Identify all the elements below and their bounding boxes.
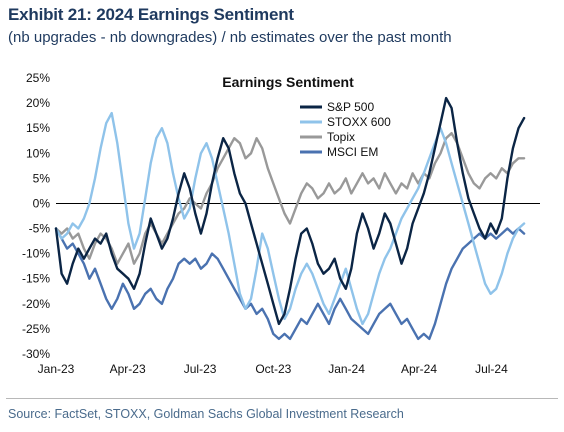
- y-tick-label: -20%: [22, 297, 50, 311]
- earnings-sentiment-chart: -30%-25%-20%-15%-10%-5%0%5%10%15%20%25% …: [22, 71, 540, 376]
- y-tick-label: 10%: [26, 146, 50, 160]
- y-tick-label: 20%: [26, 96, 50, 110]
- x-tick-label: Apr-23: [110, 362, 146, 376]
- x-tick-label: Jul-24: [475, 362, 508, 376]
- y-axis-ticks: -30% -25% -20% -15% -10% -5% 0% 5% 10% 15% 20% 25%: [22, 71, 50, 361]
- y-tick-label: -25%: [22, 322, 50, 336]
- x-tick-label: Jul-23: [184, 362, 217, 376]
- y-tick-label: -30%: [22, 347, 50, 361]
- x-axis-ticks: Jan-23 Apr-23 Jul-23 Oct-23 Jan-24 Apr-24 Jul-…: [38, 362, 508, 376]
- y-tick-label: -15%: [22, 272, 50, 286]
- chart-title: Earnings Sentiment: [222, 74, 354, 90]
- x-tick-label: Oct-23: [255, 362, 291, 376]
- y-tick-label: -10%: [22, 247, 50, 261]
- series-line-s-p-500: [54, 96, 526, 326]
- x-tick-label: Jan-24: [328, 362, 365, 376]
- source-note: Source: FactSet, STOXX, Goldman Sachs Gl…: [8, 407, 404, 421]
- y-tick-label: 0%: [33, 196, 51, 210]
- legend-label: Topix: [327, 130, 355, 144]
- y-tick-label: 25%: [26, 71, 50, 85]
- legend-label: MSCI EM: [327, 145, 378, 159]
- legend-label: STOXX 600: [327, 115, 391, 129]
- y-tick-label: 5%: [33, 171, 51, 185]
- x-tick-label: Apr-24: [401, 362, 437, 376]
- series-lines: [54, 96, 526, 341]
- exhibit-subtitle: (nb upgrades - nb downgrades) / nb estim…: [8, 29, 452, 46]
- x-tick-label: Jan-23: [38, 362, 75, 376]
- y-tick-label: 15%: [26, 121, 50, 135]
- series-line-msci-em: [54, 227, 526, 341]
- series-line-topix: [54, 132, 526, 265]
- legend-label: S&P 500: [327, 100, 374, 114]
- exhibit-title: Exhibit 21: 2024 Earnings Sentiment: [8, 5, 294, 24]
- y-tick-label: -5%: [29, 222, 51, 236]
- source-divider: [6, 398, 558, 399]
- series-line-stoxx-600: [54, 111, 526, 326]
